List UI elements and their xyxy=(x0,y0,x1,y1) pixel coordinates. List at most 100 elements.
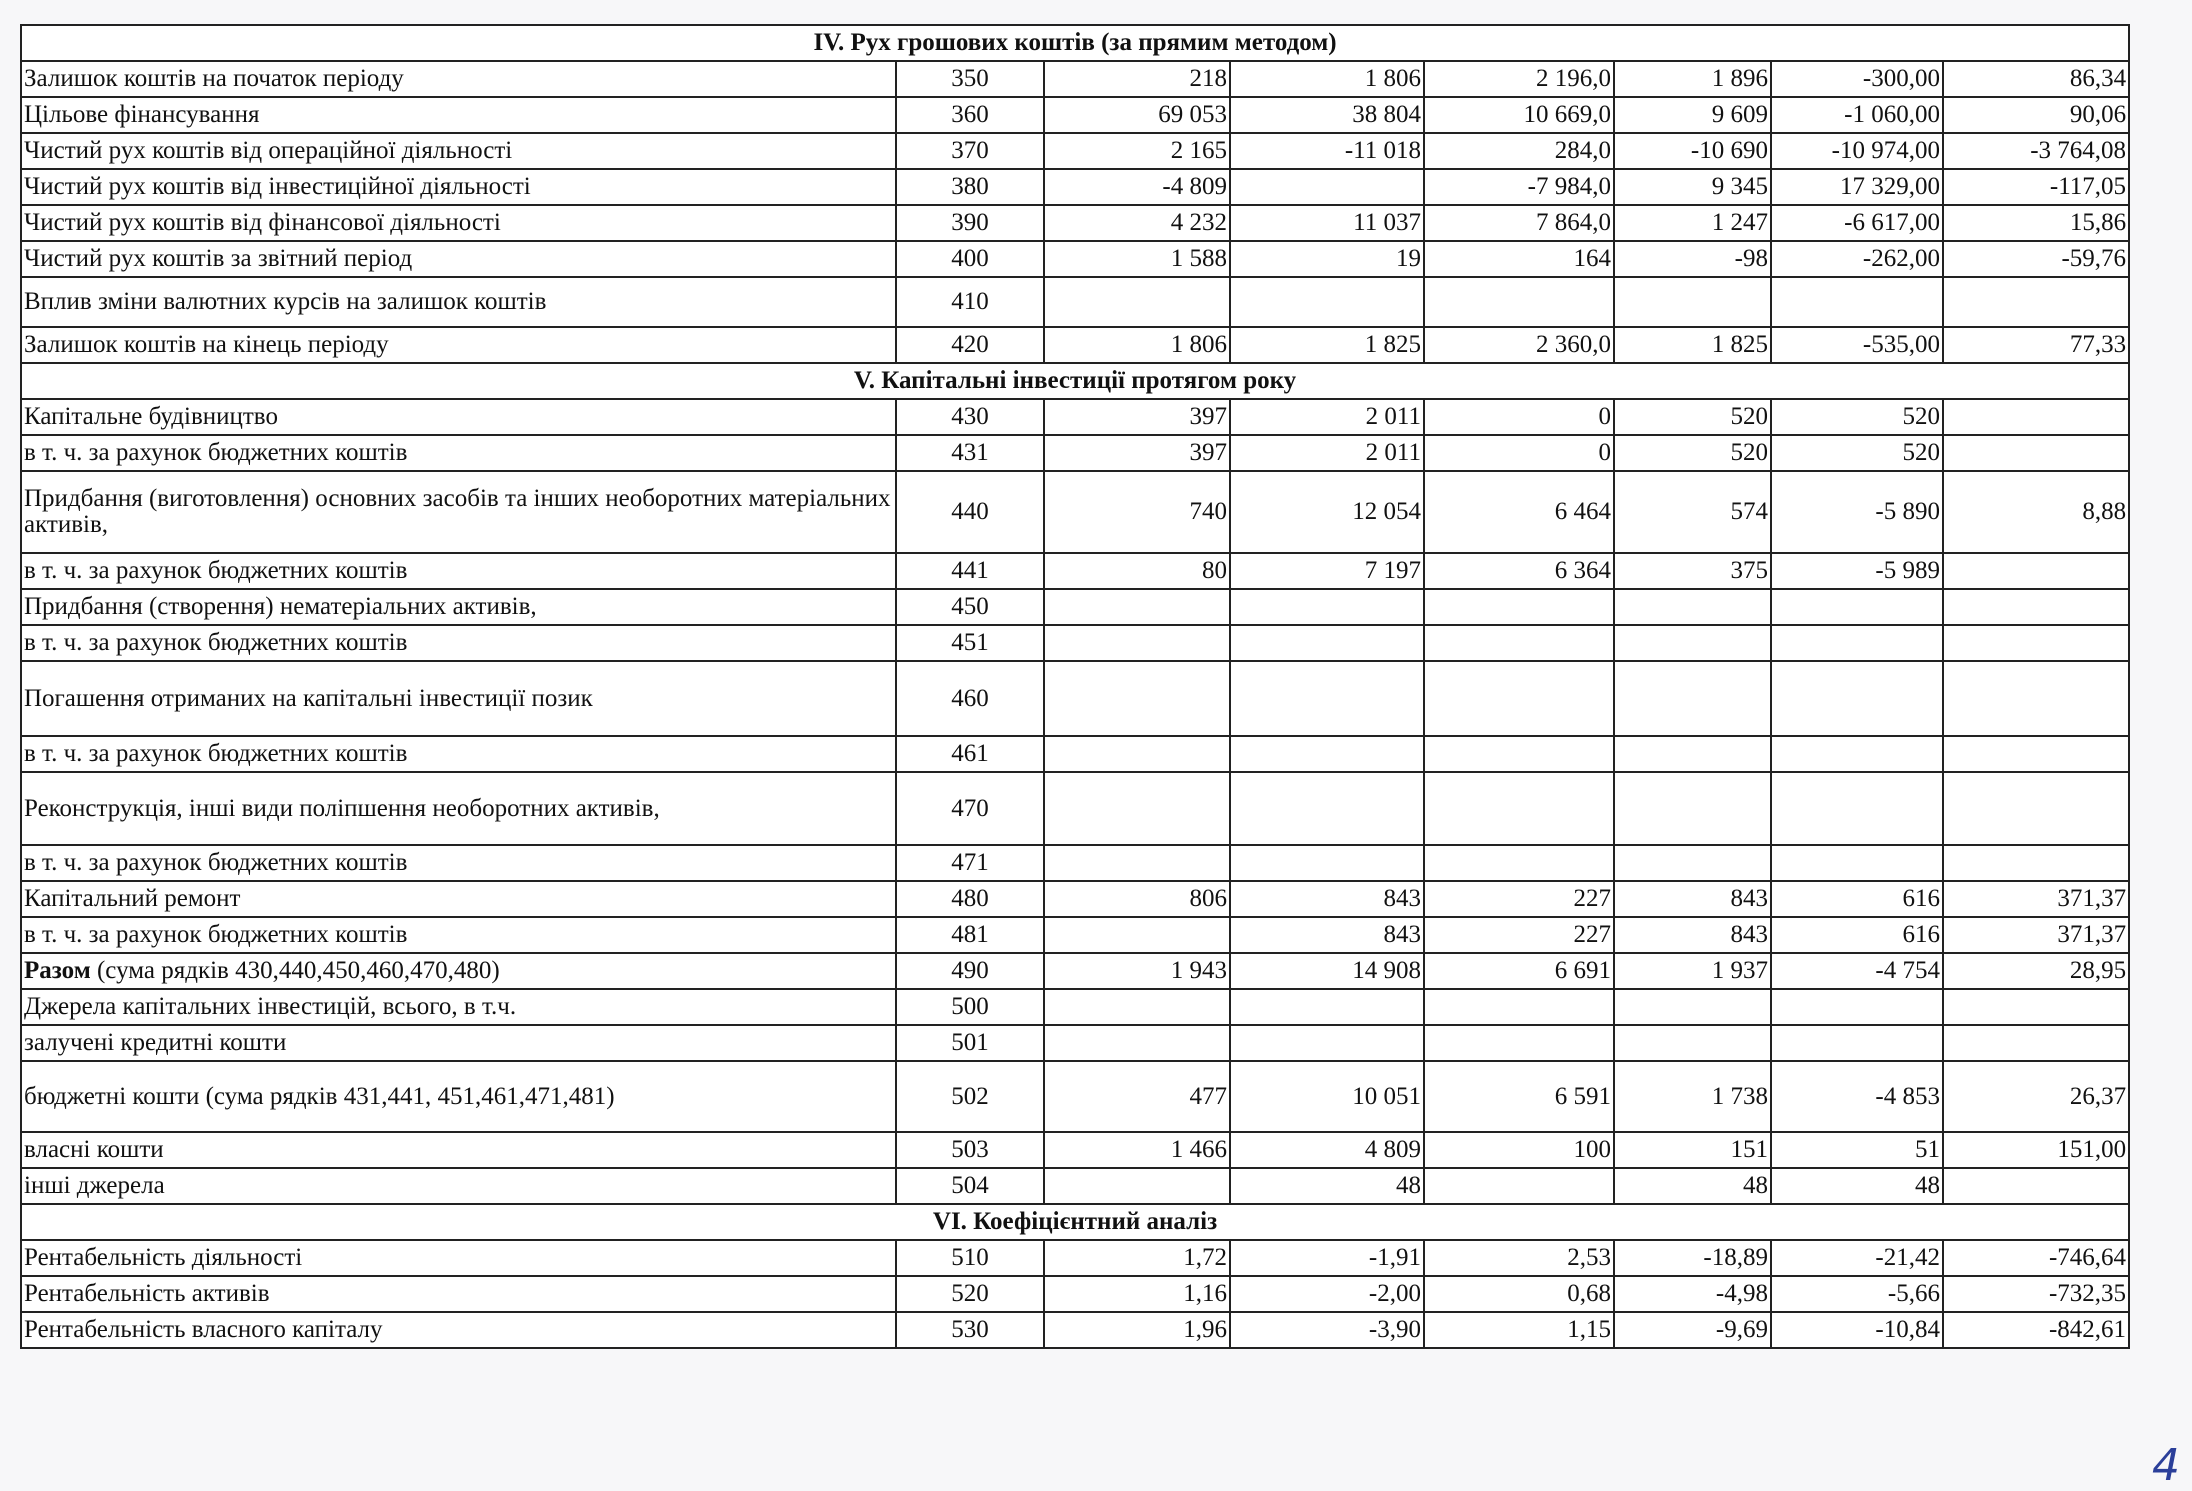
row-code: 400 xyxy=(895,240,1045,278)
table-row: Придбання (виготовлення) основних засобі… xyxy=(20,470,2131,554)
row-code: 520 xyxy=(895,1275,1045,1313)
value-cell: 86,34 xyxy=(1941,60,2131,98)
value-cell: 9 609 xyxy=(1613,96,1772,134)
value-cell: 843 xyxy=(1229,880,1425,918)
value-cell xyxy=(1613,624,1772,662)
value-cell: -1,91 xyxy=(1229,1239,1425,1277)
value-cell: 1,72 xyxy=(1043,1239,1231,1277)
value-cell: -4 809 xyxy=(1043,168,1231,206)
value-cell: 69 053 xyxy=(1043,96,1231,134)
value-cell: -11 018 xyxy=(1229,132,1425,170)
value-cell: 48 xyxy=(1770,1167,1944,1205)
row-label-text: Погашення отриманих на капітальні інвест… xyxy=(24,684,593,712)
table-row: Рентабельність власного капіталу 530 1,96-… xyxy=(20,1311,2131,1349)
handwritten-page-number: 4 xyxy=(2152,1440,2180,1491)
table-row: в т. ч. за рахунок бюджетних коштів 431 39… xyxy=(20,434,2131,472)
value-cell: 371,37 xyxy=(1941,880,2131,918)
value-cell: 10 051 xyxy=(1229,1060,1425,1133)
value-cell xyxy=(1613,988,1772,1026)
value-cell: 15,86 xyxy=(1941,204,2131,242)
table-row: Погашення отриманих на капітальні інвест… xyxy=(20,660,2131,737)
section-title: VI. Коефіцієнтний аналіз xyxy=(19,1203,2131,1241)
row-label: Рентабельність власного капіталу xyxy=(20,1311,897,1349)
table-row: Чистий рух коштів від фінансової діяльно… xyxy=(20,204,2131,242)
row-label: в т. ч. за рахунок бюджетних коштів xyxy=(20,735,897,773)
value-cell: 520 xyxy=(1770,398,1944,436)
value-cell xyxy=(1043,771,1231,846)
row-code: 510 xyxy=(895,1239,1045,1277)
value-cell xyxy=(1229,624,1425,662)
value-cell: 6 691 xyxy=(1423,952,1615,990)
value-cell: 1 806 xyxy=(1043,326,1231,364)
row-label: залучені кредитні кошти xyxy=(20,1024,897,1062)
value-cell: 1 738 xyxy=(1613,1060,1772,1133)
row-code: 420 xyxy=(895,326,1045,364)
value-cell: 218 xyxy=(1043,60,1231,98)
value-cell: 19 xyxy=(1229,240,1425,278)
row-label: Погашення отриманих на капітальні інвест… xyxy=(20,660,897,737)
value-cell: -746,64 xyxy=(1941,1239,2131,1277)
value-cell xyxy=(1043,916,1231,954)
value-cell xyxy=(1423,276,1615,328)
value-cell xyxy=(1941,1167,2131,1205)
table-row: Придбання (створення) нематеріальних акт… xyxy=(20,588,2131,626)
value-cell: 38 804 xyxy=(1229,96,1425,134)
value-cell: 284,0 xyxy=(1423,132,1615,170)
value-cell: 1,16 xyxy=(1043,1275,1231,1313)
value-cell xyxy=(1770,588,1944,626)
value-cell: 7 197 xyxy=(1229,552,1425,590)
table-row: Вплив зміни валютних курсів на залишок к… xyxy=(20,276,2131,328)
value-cell xyxy=(1043,735,1231,773)
row-label: Разом (сума рядків 430,440,450,460,470,4… xyxy=(20,952,897,990)
row-label-text: Рентабельність діяльності xyxy=(24,1244,303,1271)
value-cell: 7 864,0 xyxy=(1423,204,1615,242)
value-cell: -535,00 xyxy=(1770,326,1944,364)
value-cell: 28,95 xyxy=(1941,952,2131,990)
financial-report-table: IV. Рух грошових коштів (за прямим метод… xyxy=(19,24,2131,1349)
row-label: інші джерела xyxy=(20,1167,897,1205)
value-cell xyxy=(1613,771,1772,846)
row-code: 441 xyxy=(895,552,1045,590)
value-cell: -9,69 xyxy=(1613,1311,1772,1349)
section-header-row: VI. Коефіцієнтний аналіз xyxy=(19,1203,2131,1241)
row-code: 440 xyxy=(895,470,1045,554)
value-cell xyxy=(1423,735,1615,773)
value-cell: 1 937 xyxy=(1613,952,1772,990)
table-row: в т. ч. за рахунок бюджетних коштів 451 xyxy=(20,624,2131,662)
value-cell: 12 054 xyxy=(1229,470,1425,554)
value-cell: 4 232 xyxy=(1043,204,1231,242)
table-row: Чистий рух коштів від операційної діяльн… xyxy=(20,132,2131,170)
value-cell xyxy=(1613,276,1772,328)
value-cell xyxy=(1941,660,2131,737)
row-code: 350 xyxy=(895,60,1045,98)
value-cell xyxy=(1941,1024,2131,1062)
value-cell: 1 943 xyxy=(1043,952,1231,990)
value-cell xyxy=(1941,552,2131,590)
row-code: 431 xyxy=(895,434,1045,472)
value-cell xyxy=(1423,1167,1615,1205)
value-cell: 6 364 xyxy=(1423,552,1615,590)
value-cell: 227 xyxy=(1423,880,1615,918)
row-label-text: Рентабельність власного капіталу xyxy=(24,1316,383,1343)
value-cell xyxy=(1941,276,2131,328)
value-cell: 164 xyxy=(1423,240,1615,278)
row-label-text: в т. ч. за рахунок бюджетних коштів xyxy=(24,629,408,656)
value-cell: 2 360,0 xyxy=(1423,326,1615,364)
row-code: 450 xyxy=(895,588,1045,626)
value-cell xyxy=(1941,771,2131,846)
value-cell: 371,37 xyxy=(1941,916,2131,954)
value-cell: -732,35 xyxy=(1941,1275,2131,1313)
value-cell: 6 591 xyxy=(1423,1060,1615,1133)
value-cell: -5,66 xyxy=(1770,1275,1944,1313)
section-header-row: IV. Рух грошових коштів (за прямим метод… xyxy=(19,24,2131,62)
row-label-text: (сума рядків 430,440,450,460,470,480) xyxy=(90,957,500,984)
section-header-row: V. Капітальні інвестиції протягом року xyxy=(19,362,2131,400)
value-cell: 520 xyxy=(1613,398,1772,436)
table-row: Джерела капітальних інвестицій, всього, … xyxy=(20,988,2131,1026)
row-label: Чистий рух коштів від інвестиційної діял… xyxy=(20,168,897,206)
value-cell: 1,96 xyxy=(1043,1311,1231,1349)
value-cell: -262,00 xyxy=(1770,240,1944,278)
row-label: Реконструкція, інші види поліпшення необ… xyxy=(20,771,897,846)
row-label-text: Капітальний ремонт xyxy=(24,885,241,912)
row-label: власні кошти xyxy=(20,1131,897,1169)
